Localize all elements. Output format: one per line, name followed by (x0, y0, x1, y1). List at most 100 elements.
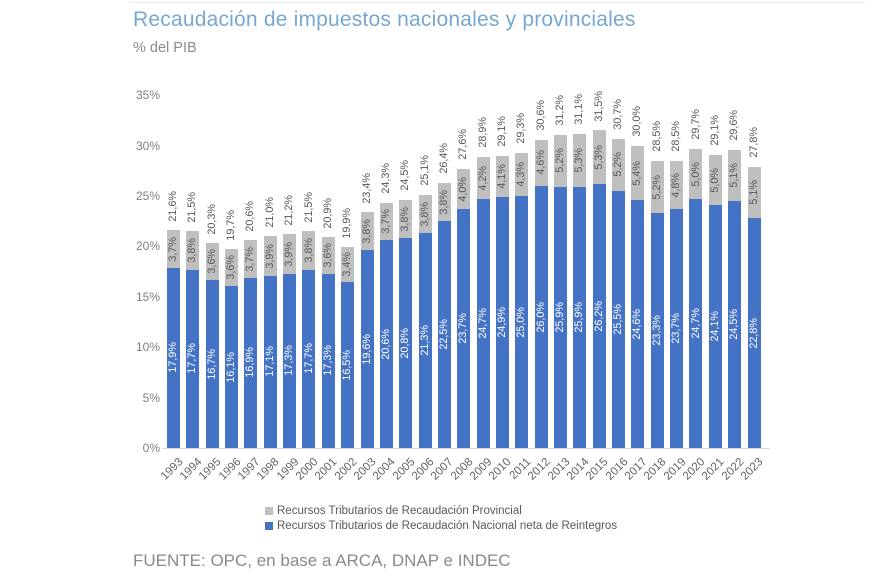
national-value-label: 20,6% (379, 328, 392, 360)
provincial-value-label: 3,8% (302, 238, 315, 263)
bar-segment-provincial: 5,1% (728, 149, 742, 202)
legend-label-provincial: Recursos Tributarios de Recaudación Prov… (277, 504, 522, 517)
provincial-value-label: 4,1% (496, 164, 509, 189)
provincial-value-label: 5,4% (631, 160, 644, 186)
total-value-label: 29,1% (709, 115, 722, 146)
provincial-value-label: 3,4% (341, 252, 354, 277)
bar-column-1995: 3,6% 16,7% 20,3% (205, 204, 219, 448)
national-value-label: 17,7% (302, 343, 315, 375)
bar-segment-national: 21,3% (418, 233, 432, 448)
bar-column-2002: 3,4% 16,5% 19,9% (341, 208, 355, 448)
bar-segment-provincial: 5,4% (631, 145, 645, 201)
bar-column-2018: 5,2% 23,3% 28,5% (650, 121, 664, 448)
bar-segment-national: 22,8% (747, 218, 761, 448)
total-value-label: 28,5% (651, 121, 664, 152)
legend-label-national: Recursos Tributarios de Recaudación Naci… (277, 519, 618, 532)
national-value-label: 24,7% (476, 308, 489, 339)
bar-segment-provincial: 5,0% (708, 154, 722, 206)
national-value-label: 25,5% (612, 304, 625, 335)
y-axis-tick-label: 25% (135, 189, 160, 203)
total-value-label: 20,6% (244, 201, 257, 232)
national-value-label: 21,3% (418, 325, 431, 356)
bar-segment-provincial: 3,6% (225, 249, 239, 286)
total-value-text: 29,6% (728, 110, 741, 141)
total-value-label: 29,3% (515, 113, 528, 144)
bar-column-2022: 5,1% 24,5% 29,6% (728, 110, 742, 448)
total-value-label: 29,1% (496, 116, 509, 147)
total-value-label: 24,5% (399, 160, 412, 191)
total-value-text: 30,0% (631, 105, 644, 137)
provincial-value-label: 3,8% (186, 238, 199, 263)
provincial-value-label: 5,3% (573, 147, 586, 173)
provincial-value-label: 5,2% (554, 148, 567, 173)
legend-item-provincial: Recursos Tributarios de Recaudación Prov… (265, 503, 617, 518)
bar-segment-provincial: 3,8% (186, 231, 200, 270)
total-value-text: 29,3% (515, 113, 528, 144)
total-value-label: 30,6% (535, 100, 548, 131)
bar-column-1996: 3,6% 16,1% 19,7% (225, 210, 239, 448)
bar-column-2016: 5,2% 25,5% 30,7% (612, 99, 626, 448)
bar-segment-provincial: 4,2% (476, 156, 490, 200)
bar-column-2013: 5,2% 25,9% 31,2% (554, 95, 567, 448)
bar-segment-provincial: 3,6% (321, 237, 335, 274)
bar-segment-provincial: 3,8% (418, 194, 432, 234)
total-value-label: 21,5% (302, 192, 315, 223)
total-value-text: 28,9% (476, 117, 489, 148)
total-value-text: 21,5% (302, 191, 315, 223)
total-value-text: 29,1% (708, 115, 721, 146)
y-axis-tick-label: 10% (135, 340, 160, 355)
bar-segment-provincial: 5,3% (573, 133, 587, 187)
y-axis-tick-label: 15% (135, 289, 160, 304)
legend-item-national: Recursos Tributarios de Recaudación Naci… (265, 518, 617, 533)
bar-segment-provincial: 3,9% (283, 234, 297, 274)
provincial-value-label: 4,3% (515, 162, 528, 187)
total-value-text: 20,9% (321, 197, 334, 229)
provincial-value-label: 3,9% (263, 243, 276, 269)
provincial-value-label: 3,7% (167, 236, 180, 262)
provincial-value-label: 3,7% (244, 246, 257, 272)
total-value-text: 26,4% (437, 143, 450, 174)
provincial-value-label: 5,2% (612, 152, 625, 178)
bar-column-1997: 3,7% 16,9% 20,6% (244, 201, 258, 448)
total-value-text: 20,3% (205, 203, 218, 235)
provincial-value-label: 3,8% (418, 201, 431, 227)
national-value-label: 24,9% (496, 307, 509, 338)
total-value-label: 30,7% (612, 99, 625, 130)
bar-segment-national: 17,3% (321, 273, 335, 448)
total-value-label: 19,9% (341, 208, 354, 239)
bar-segment-national: 24,7% (476, 199, 490, 448)
total-value-label: 20,3% (206, 204, 219, 235)
total-value-label: 20,9% (322, 198, 335, 229)
bar-segment-national: 23,7% (457, 209, 471, 448)
bar-column-2000: 3,8% 17,7% 21,5% (302, 192, 316, 448)
bar-segment-provincial: 4,8% (670, 160, 684, 210)
total-value-label: 31,1% (573, 94, 586, 125)
bar-column-2003: 3,8% 19,6% 23,4% (360, 173, 374, 448)
bar-segment-provincial: 4,1% (495, 155, 509, 197)
national-value-label: 17,1% (263, 346, 276, 378)
total-value-label: 28,5% (670, 121, 683, 152)
national-value-label: 23,3% (650, 315, 663, 346)
total-value-text: 24,5% (399, 160, 412, 192)
total-value-label: 31,5% (593, 91, 606, 122)
bar-segment-national: 17,3% (283, 273, 297, 448)
bar-segment-national: 25,5% (612, 190, 626, 448)
provincial-value-label: 5,1% (747, 180, 760, 205)
national-value-label: 24,7% (689, 308, 702, 339)
bar-segment-provincial: 4,3% (515, 152, 529, 196)
bar-segment-provincial: 3,7% (167, 230, 180, 268)
national-value-label: 25,0% (515, 306, 528, 338)
top-divider (130, 2, 865, 3)
bar-column-2015: 5,3% 26,2% 31,5% (592, 91, 606, 448)
bar-column-2001: 3,6% 17,3% 20,9% (321, 198, 335, 448)
total-value-text: 21,6% (167, 190, 180, 222)
total-value-text: 19,7% (225, 209, 238, 241)
bar-column-2023: 5,1% 22,8% 27,8% (747, 127, 761, 448)
total-value-text: 19,9% (341, 207, 354, 239)
bar-column-2008: 4,0% 23,7% 27,6% (457, 129, 471, 448)
national-value-label: 16,7% (205, 348, 218, 380)
bar-segment-provincial: 5,1% (747, 166, 761, 219)
bar-column-2007: 3,8% 22,5% 26,4% (437, 143, 451, 448)
bar-column-1993: 3,7% 17,9% 21,6% (167, 191, 180, 448)
